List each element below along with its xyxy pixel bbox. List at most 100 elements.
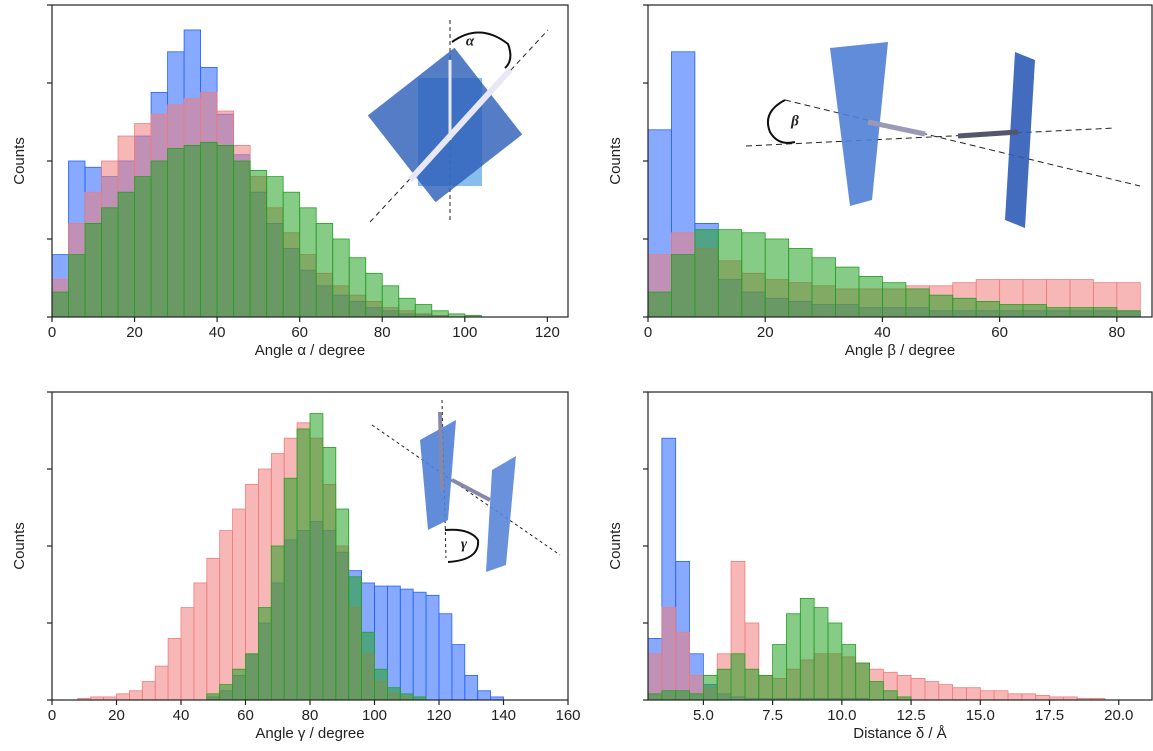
x-tick-label: 60 xyxy=(291,324,308,341)
plane xyxy=(367,47,523,203)
bar xyxy=(167,638,182,700)
bar xyxy=(758,674,774,700)
bar xyxy=(675,690,690,700)
bar xyxy=(924,681,940,700)
plane xyxy=(420,420,456,530)
bar xyxy=(128,690,143,700)
bar xyxy=(141,681,156,700)
x-tick-label: 80 xyxy=(1108,324,1125,341)
x-tick-label: 40 xyxy=(874,324,891,341)
arrow xyxy=(407,67,513,183)
bar xyxy=(245,653,259,700)
bar xyxy=(283,477,298,700)
bar xyxy=(464,674,479,700)
panel: 5.0 7.5 10.0 12.5 15.0 17.5 20.0 Distance δ / Å… xyxy=(607,391,1153,742)
bar xyxy=(200,141,218,317)
arc xyxy=(444,528,480,563)
x-tick-label: 80 xyxy=(374,324,391,341)
bar xyxy=(206,693,221,700)
inset-diagram: γ xyxy=(371,399,561,572)
x-tick-label: 120 xyxy=(426,707,451,724)
x-tick-label: 100 xyxy=(452,324,477,341)
bar xyxy=(68,254,86,317)
bar xyxy=(451,644,466,700)
x-tick-label: 10.0 xyxy=(827,707,856,724)
bar xyxy=(952,687,967,700)
bar xyxy=(827,622,843,700)
panel: 0 20 40 60 80 100 120 Angle α / degree Counts α xyxy=(11,4,569,359)
bar xyxy=(117,191,135,317)
bar xyxy=(671,254,696,317)
x-tick-label: 17.5 xyxy=(1035,707,1064,724)
bar xyxy=(744,668,760,700)
bar xyxy=(741,232,766,317)
annotation: α xyxy=(466,33,475,49)
bar xyxy=(219,684,233,700)
x-axis-label: Distance δ / Å xyxy=(853,725,946,742)
bar xyxy=(414,304,433,317)
x-tick-label: 120 xyxy=(535,324,560,341)
x-tick-label: 40 xyxy=(173,707,190,724)
bar xyxy=(772,644,787,700)
bar xyxy=(233,160,251,317)
bar xyxy=(1069,307,1094,317)
y-axis-label: Counts xyxy=(11,522,28,570)
arrow xyxy=(451,478,491,502)
arrow xyxy=(957,129,1019,139)
panel: 0 20 40 60 80 Angle β / degree Counts β xyxy=(607,4,1153,359)
bar xyxy=(232,668,246,700)
bar xyxy=(431,310,449,317)
bar xyxy=(855,662,870,700)
bar xyxy=(386,585,401,700)
x-tick-label: 20.0 xyxy=(1104,707,1133,724)
bars xyxy=(52,29,482,317)
bar xyxy=(101,207,119,317)
bar xyxy=(386,687,401,700)
y-axis-label: Counts xyxy=(607,522,624,570)
y-axis-label: Counts xyxy=(11,137,28,185)
bar xyxy=(257,607,272,700)
bar xyxy=(206,557,221,700)
x-tick-label: 80 xyxy=(302,707,319,724)
bar xyxy=(764,238,790,317)
bar xyxy=(661,690,677,700)
x-tick-label: 100 xyxy=(362,707,387,724)
x-tick-label: 20 xyxy=(757,324,774,341)
bar xyxy=(150,160,168,317)
x-tick-label: 12.5 xyxy=(896,707,925,724)
bar xyxy=(979,690,995,700)
bar xyxy=(841,644,857,700)
bars xyxy=(77,413,504,700)
x-tick-label: 20 xyxy=(126,324,143,341)
bar xyxy=(1035,694,1050,700)
x-tick-label: 0 xyxy=(48,324,56,341)
x-tick-label: 7.5 xyxy=(762,707,783,724)
bar xyxy=(412,591,427,700)
bar xyxy=(702,674,718,700)
bar xyxy=(786,613,801,700)
bar xyxy=(296,428,311,700)
x-tick-label: 20 xyxy=(108,707,125,724)
bar xyxy=(52,291,69,317)
guide xyxy=(745,127,1116,147)
bar xyxy=(270,545,285,700)
bar xyxy=(813,607,829,700)
x-tick-label: 0 xyxy=(644,324,652,341)
panel: 0 20 40 60 80 100 120 140 160 Angle γ / degree Cou… xyxy=(11,391,581,742)
bar xyxy=(425,594,440,700)
bars xyxy=(648,437,1106,700)
bar xyxy=(249,169,268,317)
bar xyxy=(219,530,233,700)
arrow xyxy=(438,411,444,491)
bar xyxy=(858,276,883,317)
bar xyxy=(1092,307,1118,317)
bar xyxy=(183,144,202,317)
bar xyxy=(1090,698,1106,700)
bar xyxy=(694,229,719,317)
bar xyxy=(193,582,208,700)
bar xyxy=(1046,307,1071,317)
bar xyxy=(905,288,930,317)
x-tick-label: 160 xyxy=(555,707,580,724)
bar xyxy=(134,176,152,317)
bars xyxy=(648,51,1141,317)
